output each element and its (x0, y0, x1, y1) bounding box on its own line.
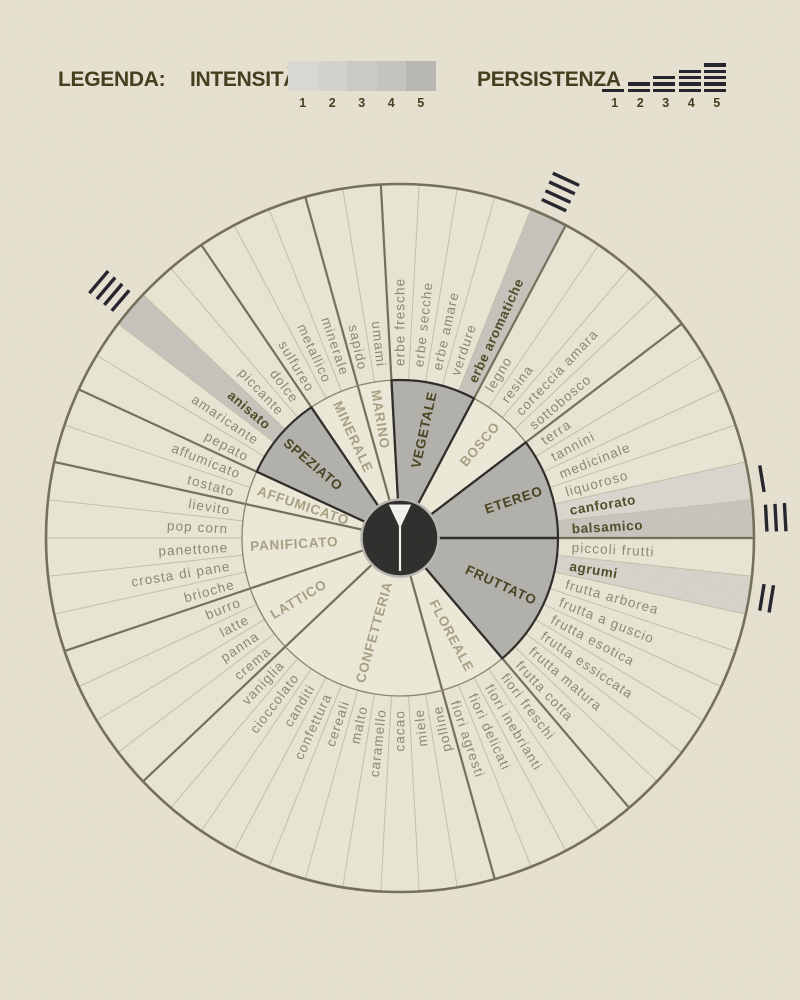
intensity-scale (288, 61, 436, 91)
legend: LEGENDA: INTENSITÀ 1 2 3 4 5 PERSISTENZA 1 2 3… (0, 55, 800, 117)
intensity-level-2-number: 2 (328, 96, 336, 110)
intensity-level-1-number: 1 (299, 96, 307, 110)
intensity-level-4-swatch (376, 61, 406, 91)
persistence-mark-erbe-aromatiche-2 (544, 189, 572, 204)
persistence-level-3-glyph (653, 73, 675, 92)
persistence-mark-erbe-aromatiche-4 (552, 171, 580, 187)
persistence-mark-canforato-1 (758, 465, 766, 493)
intensity-label: INTENSITÀ (190, 68, 299, 91)
intensity-level-1-swatch (288, 61, 318, 91)
persistence-level-3-number: 3 (662, 96, 670, 110)
persistence-level-2-glyph (627, 79, 650, 92)
persistence-mark-balsamico-3 (782, 502, 788, 532)
persistence-numbers: 1 2 3 4 5 (602, 96, 730, 110)
persistence-level-4-number: 4 (687, 96, 695, 110)
persistence-level-2-number: 2 (636, 96, 644, 110)
legend-title: LEGENDA: (58, 68, 166, 91)
intensity-level-3-number: 3 (358, 96, 366, 110)
persistence-label: PERSISTENZA (477, 68, 621, 91)
intensity-level-4-number: 4 (387, 96, 395, 110)
persistence-mark-erbe-aromatiche-3 (548, 180, 576, 196)
intensity-level-5-number: 5 (417, 96, 425, 110)
persistence-mark-agrumi-1 (758, 583, 766, 611)
persistence-scale (602, 59, 730, 92)
persistence-mark-balsamico-1 (763, 504, 769, 532)
intensity-numbers: 1 2 3 4 5 (288, 96, 436, 110)
persistence-mark-erbe-aromatiche-1 (541, 197, 567, 213)
intensity-level-3-swatch (347, 61, 377, 91)
persistence-level-5-number: 5 (713, 96, 721, 110)
persistence-level-1-number: 1 (611, 96, 619, 110)
persistence-level-5-glyph (704, 60, 726, 92)
intensity-level-2-swatch (317, 61, 347, 91)
persistence-level-4-glyph (678, 67, 701, 92)
persistence-mark-agrumi-2 (767, 584, 776, 613)
intensity-level-5-swatch (406, 61, 436, 91)
persistence-mark-balsamico-2 (773, 503, 779, 532)
wheel-item-label-cacao: cacao (393, 710, 408, 752)
persistence-level-1-glyph (602, 86, 624, 92)
wheel-item-label-erbe-fresche: erbe fresche (393, 278, 408, 366)
